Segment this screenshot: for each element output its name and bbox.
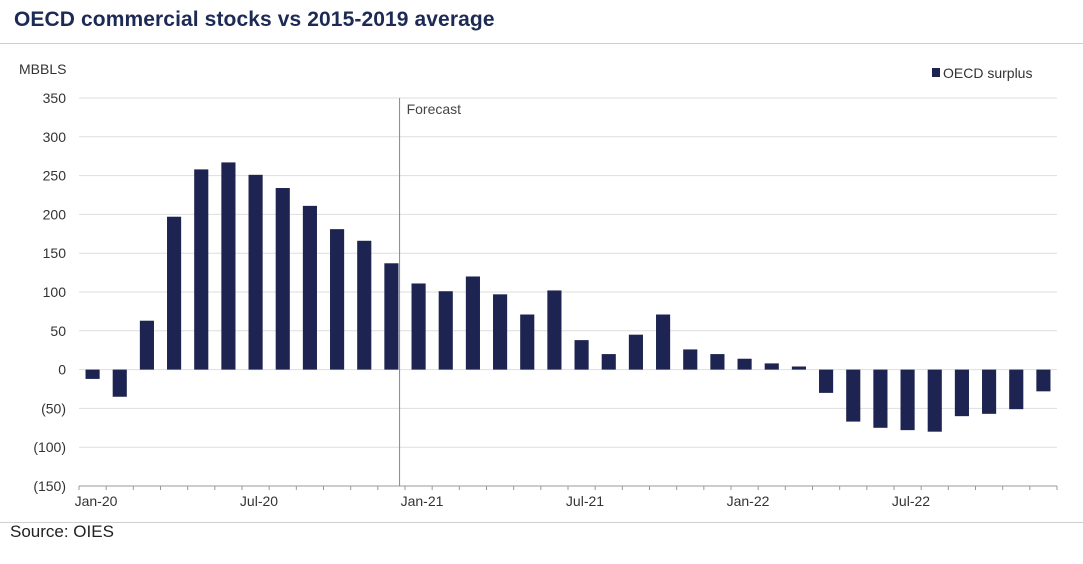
y-tick-label: 0 [58,362,66,378]
bar [1036,369,1051,392]
bar [683,349,698,370]
y-tick-label: 150 [43,245,67,261]
y-tick-label: 300 [43,129,67,145]
bar [167,216,182,370]
bar [248,174,263,370]
bar-series [85,162,1051,432]
y-tick-label: 350 [43,90,67,106]
bar [520,314,535,370]
legend: OECD surplus [932,65,1032,81]
bar [791,366,806,370]
y-axis-unit-label: MBBLS [19,61,66,77]
bar [465,276,480,370]
bar [954,369,969,417]
bar [139,320,154,370]
bar [547,290,562,370]
bar [357,240,372,370]
bar [601,354,616,370]
chart-title: OECD commercial stocks vs 2015-2019 aver… [14,8,495,31]
forecast-label: Forecast [407,101,462,117]
x-tick-label: Jul-20 [240,493,278,509]
legend-swatch [932,68,940,77]
bar [275,188,290,370]
title-divider [0,43,1083,44]
gridlines [79,97,1057,448]
bar [411,283,426,370]
y-tick-label: 250 [43,168,67,184]
x-tick-label: Jan-22 [727,493,770,509]
forecast-annotation: Forecast [399,98,462,486]
x-tick-label: Jul-21 [566,493,604,509]
bar [112,369,127,397]
bar [438,291,453,370]
source-note: Source: OIES [10,522,114,541]
bar [710,354,725,370]
y-tick-label: (50) [41,400,66,416]
y-tick-label: 200 [43,206,67,222]
y-tick-label: 100 [43,284,67,300]
bar [656,314,671,370]
y-tick-label: (100) [33,439,66,455]
x-tick-label: Jan-21 [401,493,444,509]
bar [873,369,888,428]
bar [1009,369,1024,410]
bar [221,162,236,370]
bar [982,369,997,414]
y-tick-label: (150) [33,478,66,494]
bar [85,369,100,379]
source-divider [0,522,1083,523]
y-tick-label: 50 [50,323,66,339]
bar [846,369,861,422]
legend-label: OECD surplus [943,65,1032,81]
bar [302,205,317,370]
bar [900,369,915,431]
bar [330,229,345,370]
bar [384,263,399,370]
bar [764,363,779,370]
bar [194,169,209,370]
x-tick-label: Jul-22 [892,493,930,509]
bar [493,294,508,370]
x-axis: Jan-20 Jul-20 Jan-21 Jul-21 Jan-22 Jul-22 [75,485,1058,509]
y-axis: 350 300 250 200 150 100 50 0 (50) (100) (150) [33,90,66,494]
bar-chart: 350 300 250 200 150 100 50 0 (50) (100) (150) Jan-… [19,61,1058,509]
bar [927,369,942,432]
x-tick-label: Jan-20 [75,493,118,509]
bar [819,369,834,393]
bar [574,340,589,370]
bar [628,334,643,370]
bar [737,358,752,370]
